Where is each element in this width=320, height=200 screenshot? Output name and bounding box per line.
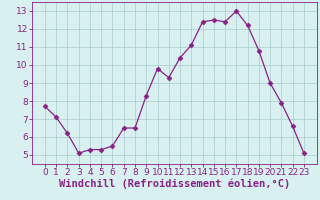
X-axis label: Windchill (Refroidissement éolien,°C): Windchill (Refroidissement éolien,°C) bbox=[59, 179, 290, 189]
